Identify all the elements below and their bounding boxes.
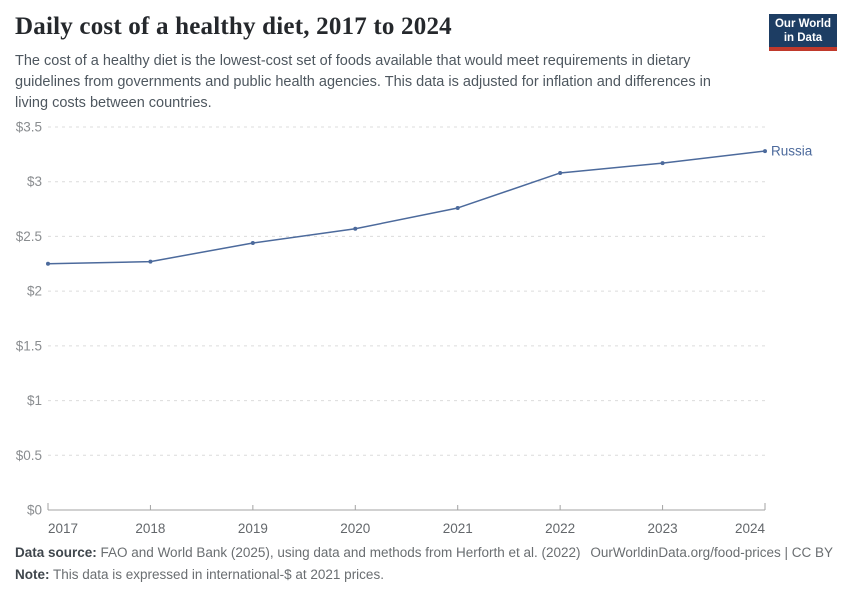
data-source-label: Data source: bbox=[15, 545, 97, 560]
data-source-row: Data source: FAO and World Bank (2025), … bbox=[15, 542, 835, 564]
chart-footer: Data source: FAO and World Bank (2025), … bbox=[15, 542, 835, 586]
chart-canvas[interactable]: $0 $0.5 $1 $1.5 $2 $2.5 $3 $3.5 2017 2018 2019 2020… bbox=[0, 115, 850, 535]
x-axis-tick-label: 2017 bbox=[48, 521, 78, 535]
data-point[interactable] bbox=[558, 170, 563, 175]
chart-header: Daily cost of a healthy diet, 2017 to 20… bbox=[15, 12, 755, 114]
owid-url-link[interactable]: OurWorldinData.org/food-prices | CC BY bbox=[590, 545, 833, 560]
x-axis-tick-label: 2019 bbox=[238, 521, 268, 535]
data-point[interactable] bbox=[46, 261, 50, 266]
y-axis-tick-label: $2 bbox=[27, 284, 42, 299]
data-point[interactable] bbox=[353, 226, 358, 231]
owid-logo-line2: in Data bbox=[783, 32, 823, 44]
data-point[interactable] bbox=[148, 259, 153, 264]
x-axis-tick-label: 2024 bbox=[735, 521, 766, 535]
series-line bbox=[47, 150, 766, 265]
x-axis-tick-label: 2023 bbox=[648, 521, 678, 535]
x-axis-tick-label: 2018 bbox=[135, 521, 165, 535]
data-point[interactable] bbox=[660, 161, 665, 166]
y-axis-tick-label: $1 bbox=[27, 393, 42, 408]
x-axis-tick-label: 2021 bbox=[443, 521, 473, 535]
y-axis-tick-label: $3 bbox=[27, 174, 42, 189]
y-axis-tick-label: $2.5 bbox=[16, 229, 42, 244]
y-axis-tick-label: $3.5 bbox=[16, 119, 42, 134]
y-axis-tick-label: $0.5 bbox=[16, 448, 42, 463]
owid-logo[interactable]: Our World in Data bbox=[769, 14, 837, 51]
data-point[interactable] bbox=[250, 240, 255, 245]
note-label: Note: bbox=[15, 567, 50, 582]
y-axis-tick-label: $1.5 bbox=[16, 338, 42, 353]
y-axis-tick-label: $0 bbox=[27, 503, 42, 518]
note-row: Note: This data is expressed in internat… bbox=[15, 564, 835, 586]
data-point[interactable] bbox=[763, 149, 767, 154]
series-end-label[interactable]: Russia bbox=[771, 144, 813, 159]
note-text: This data is expressed in international-… bbox=[49, 567, 384, 582]
page-title: Daily cost of a healthy diet, 2017 to 20… bbox=[15, 13, 452, 40]
x-axis-tick-label: 2020 bbox=[340, 521, 370, 535]
data-point[interactable] bbox=[455, 205, 460, 210]
chart-subtitle: The cost of a healthy diet is the lowest… bbox=[15, 53, 711, 111]
data-source-text: FAO and World Bank (2025), using data an… bbox=[96, 545, 581, 560]
owid-logo-line1: Our World bbox=[774, 18, 831, 30]
x-axis-tick-label: 2022 bbox=[545, 521, 575, 535]
